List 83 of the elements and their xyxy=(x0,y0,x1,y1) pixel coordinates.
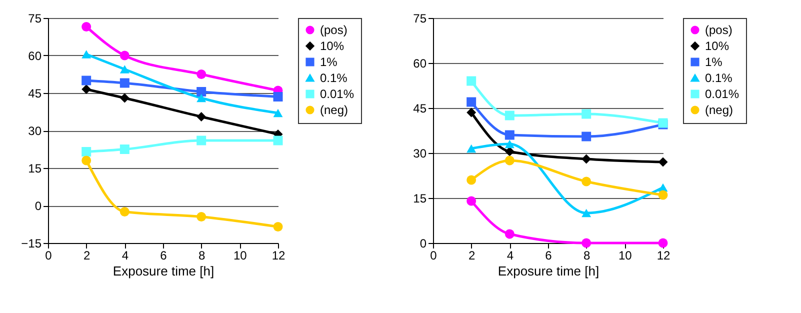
legend-label: 10% xyxy=(320,39,344,53)
point xyxy=(504,156,514,166)
point xyxy=(120,78,130,88)
point xyxy=(82,147,92,156)
x-tick-label: 0 xyxy=(430,248,438,262)
point xyxy=(504,146,514,156)
y-tick-label: −15 xyxy=(21,236,42,250)
legend-label: (pos) xyxy=(705,23,732,37)
legend-label: (neg) xyxy=(705,103,734,117)
point xyxy=(273,108,283,118)
point xyxy=(466,175,476,185)
x-tick-label: 6 xyxy=(545,248,552,262)
point xyxy=(82,76,92,86)
point xyxy=(582,238,592,248)
x-tick-label: 4 xyxy=(506,248,514,262)
point xyxy=(273,222,283,232)
x-tick-label: 4 xyxy=(122,248,129,262)
x-tick-label: 8 xyxy=(583,248,590,262)
point xyxy=(582,176,592,186)
point xyxy=(196,94,206,102)
x-tick-label: 12 xyxy=(272,248,286,262)
point xyxy=(273,136,283,146)
point xyxy=(196,70,206,79)
y-tick-label: 75 xyxy=(28,12,42,26)
point xyxy=(196,87,206,96)
point xyxy=(120,93,130,103)
legend-label: (neg) xyxy=(320,103,348,117)
point xyxy=(82,50,92,58)
legend-label: 0.01% xyxy=(705,87,740,101)
x-axis-title: Exposure time [h] xyxy=(498,264,600,278)
x-tick-label: 8 xyxy=(198,248,206,262)
point xyxy=(120,144,130,154)
point xyxy=(82,156,92,166)
point xyxy=(504,229,514,239)
point xyxy=(582,154,592,164)
y-tick-label: 0 xyxy=(420,236,427,250)
legend-label: 0.01% xyxy=(320,87,354,101)
point xyxy=(196,212,206,222)
point xyxy=(582,109,592,119)
x-axis-title: Exposure time [h] xyxy=(112,264,214,278)
point xyxy=(582,208,592,218)
point xyxy=(196,136,206,146)
y-tick-label: 45 xyxy=(413,102,427,116)
point xyxy=(658,157,668,167)
x-tick-label: 10 xyxy=(618,248,632,262)
point xyxy=(196,112,206,122)
point xyxy=(658,190,668,200)
legend-label: 1% xyxy=(320,55,338,69)
legend-label: 1% xyxy=(705,55,723,69)
point xyxy=(82,84,92,94)
x-tick-label: 10 xyxy=(233,248,248,262)
x-tick-label: 0 xyxy=(45,248,52,262)
point xyxy=(120,50,130,60)
x-tick-label: 2 xyxy=(83,248,90,262)
y-tick-label: 30 xyxy=(28,124,42,138)
y-tick-label: 45 xyxy=(28,86,42,100)
y-tick-label: 0 xyxy=(34,199,42,213)
y-tick-label: 15 xyxy=(413,192,427,206)
x-tick-label: 12 xyxy=(656,248,670,262)
point xyxy=(504,110,514,120)
point xyxy=(273,92,283,102)
point xyxy=(504,140,514,148)
point xyxy=(466,97,476,107)
x-tick-label: 2 xyxy=(468,248,476,262)
x-tick-label: 6 xyxy=(160,248,168,262)
y-tick-label: 60 xyxy=(413,56,427,70)
legend-label: 0.1% xyxy=(705,71,733,85)
y-tick-label: 75 xyxy=(413,12,427,26)
y-tick-label: 30 xyxy=(413,146,427,160)
point xyxy=(504,130,514,140)
point xyxy=(582,132,592,142)
y-tick-label: 60 xyxy=(28,49,42,63)
point xyxy=(466,196,476,206)
legend-label: 10% xyxy=(705,39,730,53)
point xyxy=(120,207,130,216)
legend-label: (pos) xyxy=(320,23,348,37)
point xyxy=(466,76,476,86)
legend-label: 0.1% xyxy=(320,71,348,85)
point xyxy=(82,22,92,32)
point xyxy=(120,65,130,74)
y-tick-label: 15 xyxy=(28,162,42,176)
point xyxy=(466,144,476,153)
point xyxy=(466,108,476,118)
